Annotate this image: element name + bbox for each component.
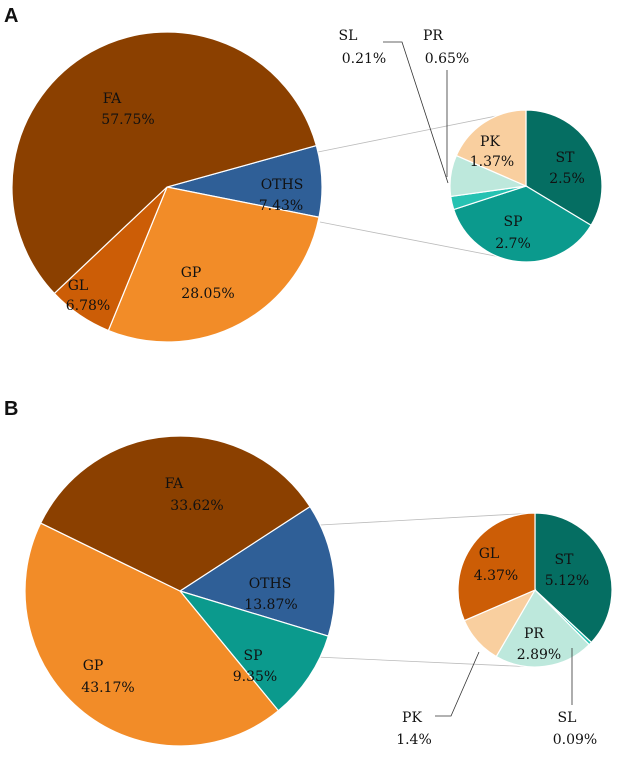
a-connector-top	[317, 109, 527, 153]
b-st-value: 5.12%	[545, 573, 589, 589]
a-sl-leader	[383, 41, 449, 184]
panel-b-connectors	[315, 512, 536, 668]
a-sl-label: SL	[339, 28, 358, 44]
panel-b-letter: B	[4, 398, 18, 420]
b-st-label: ST	[555, 552, 575, 568]
panel-a-letter: A	[4, 5, 18, 27]
b-sp-value: 9.35%	[233, 669, 277, 685]
b-connector-bottom	[315, 656, 536, 668]
a-main-slice-fa	[11, 31, 318, 295]
b-main-slice-fa	[39, 435, 311, 592]
a-pr-label: PR	[423, 28, 443, 44]
a-sp-label: SP	[503, 214, 522, 230]
b-gl-label: GL	[479, 546, 499, 562]
b-sub-slice-gl	[457, 512, 536, 622]
b-main-slice-oths	[178, 505, 336, 637]
a-gp-label: GP	[181, 265, 202, 281]
b-oths-value: 13.87%	[244, 597, 297, 613]
a-fa-value: 57.75%	[101, 112, 154, 128]
b-gp-value: 43.17%	[81, 680, 134, 696]
b-pr-label: PR	[524, 626, 544, 642]
a-fa-label: FA	[103, 91, 122, 107]
a-gl-value: 6.78%	[66, 298, 110, 314]
b-pk-value: 1.4%	[396, 732, 432, 748]
a-st-value: 2.5%	[549, 171, 585, 187]
panel-a-connectors	[317, 109, 527, 263]
b-gp-label: GP	[83, 658, 104, 674]
a-sub-slice-pk	[455, 109, 527, 187]
a-pk-label: PK	[480, 134, 500, 150]
a-sp-value: 2.7%	[495, 236, 531, 252]
b-sub-slice-st	[534, 512, 613, 644]
panel-b-main-pie	[24, 435, 336, 747]
panel-a-sub-pie	[449, 109, 603, 263]
a-main-slice-gp	[107, 186, 320, 343]
b-main-slice-gp	[24, 522, 280, 747]
b-oths-label: OTHS	[249, 576, 292, 592]
a-oths-value: 7.43%	[259, 198, 303, 214]
b-sl-label: SL	[558, 710, 577, 726]
a-sl-value: 0.21%	[342, 51, 386, 67]
a-sub-slice-st	[525, 109, 603, 227]
panel-b-sub-pie	[457, 512, 613, 668]
a-sub-slice-sp	[452, 185, 592, 263]
a-pk-value: 1.37%	[470, 154, 514, 170]
b-sub-slice-pr	[495, 589, 591, 668]
a-oths-label: OTHS	[261, 177, 304, 193]
b-pk-leader	[435, 651, 480, 717]
a-st-label: ST	[556, 150, 576, 166]
b-pr-value: 2.89%	[517, 647, 561, 663]
b-sl-value: 0.09%	[553, 732, 597, 748]
b-sp-label: SP	[243, 648, 262, 664]
a-gl-label: GL	[68, 278, 88, 294]
b-connector-top	[319, 512, 536, 526]
a-pr-value: 0.65%	[425, 51, 469, 67]
a-connector-bottom	[319, 221, 527, 263]
b-fa-value: 33.62%	[170, 498, 223, 514]
b-fa-label: FA	[165, 476, 184, 492]
b-gl-value: 4.37%	[474, 568, 518, 584]
b-pk-label: PK	[402, 710, 422, 726]
b-main-slice-sp	[178, 589, 330, 712]
panel-a-main-pie	[11, 31, 323, 343]
a-gp-value: 28.05%	[181, 286, 234, 302]
